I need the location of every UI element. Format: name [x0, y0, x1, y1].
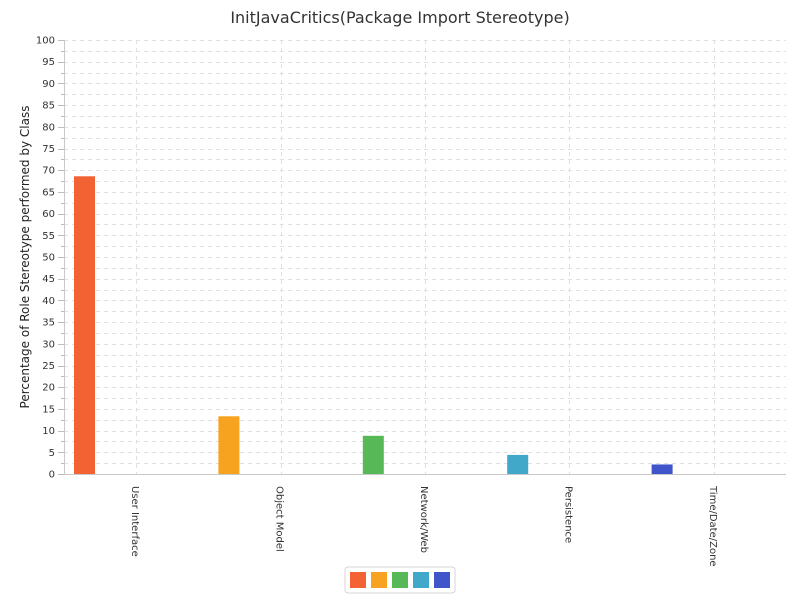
legend [344, 566, 456, 594]
y-tick-label: 10 [42, 426, 55, 437]
bar-network-web [362, 435, 384, 474]
bar-time-date-zone [651, 464, 673, 474]
y-tick-label: 80 [42, 122, 55, 133]
y-tick-label: 45 [42, 274, 55, 285]
legend-swatch [371, 572, 387, 588]
y-tick-label: 5 [49, 448, 55, 459]
y-tick-label: 85 [42, 101, 55, 112]
legend-swatch [350, 572, 366, 588]
y-tick-label: 55 [42, 231, 55, 242]
y-axis-ticks: 0 5 10 15 20 25 30 35 40 45 50 55 60 65 70 75 80 85 90 95 10… [36, 36, 64, 481]
y-tick-label: 90 [42, 79, 55, 90]
bars [74, 176, 673, 474]
bar-persistence [507, 454, 529, 474]
y-tick-label: 30 [42, 339, 55, 350]
bar-user-interface [74, 176, 95, 474]
y-tick-label: 70 [42, 166, 55, 177]
x-axis-tick-labels: User Interface Object Model Network/Web Per… [129, 485, 718, 567]
y-tick-label: 20 [42, 383, 55, 394]
y-tick-label: 40 [42, 296, 55, 307]
axes [64, 40, 786, 475]
x-tick-label: User Interface [129, 486, 140, 557]
y-tick-label: 100 [36, 36, 55, 47]
y-tick-label: 35 [42, 318, 55, 329]
y-axis-label: Percentage of Role Stereotype performed … [18, 106, 32, 409]
legend-swatch [392, 572, 408, 588]
x-tick-label: Time/Date/Zone [707, 485, 718, 567]
y-tick-label: 15 [42, 404, 55, 415]
legend-swatch [434, 572, 450, 588]
grid-lines [64, 40, 786, 475]
y-tick-label: 25 [42, 361, 55, 372]
bar-object-model [218, 416, 240, 474]
legend-swatch [413, 572, 429, 588]
y-tick-label: 0 [49, 470, 55, 481]
y-tick-label: 50 [42, 253, 55, 264]
x-tick-label: Network/Web [418, 486, 429, 553]
x-tick-label: Persistence [562, 486, 573, 543]
y-tick-label: 60 [42, 209, 55, 220]
x-tick-label: Object Model [274, 486, 285, 552]
y-tick-label: 65 [42, 187, 55, 198]
y-tick-label: 75 [42, 144, 55, 155]
y-tick-label: 95 [42, 57, 55, 68]
chart-title: InitJavaCritics(Package Import Stereotyp… [230, 8, 569, 27]
